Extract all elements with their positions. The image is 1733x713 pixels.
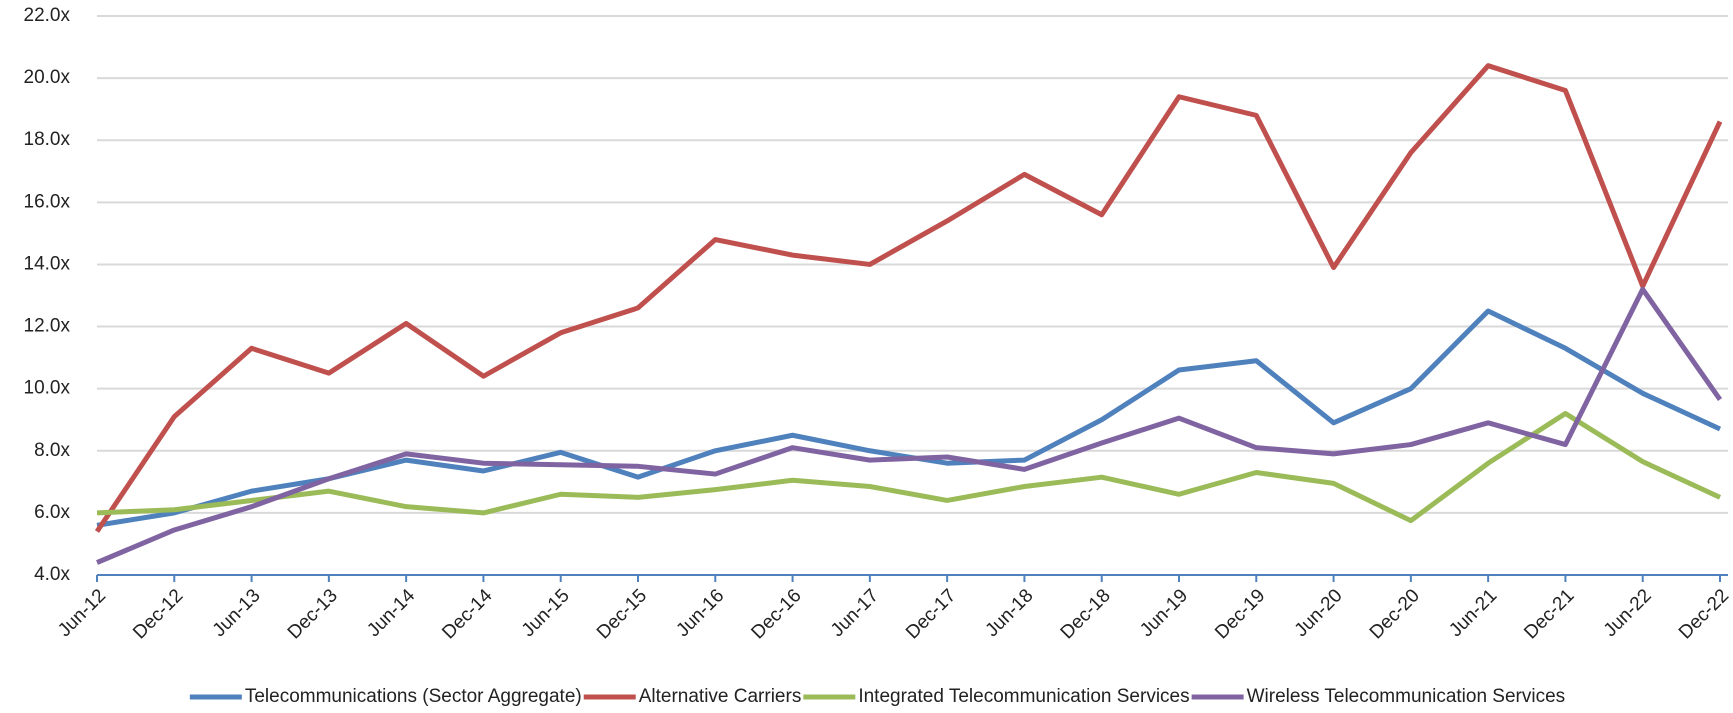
x-tick-label: Dec-14: [438, 585, 496, 643]
legend-label: Telecommunications (Sector Aggregate): [245, 686, 582, 707]
x-tick-label: Dec-19: [1211, 585, 1269, 643]
y-tick-label: 8.0x: [34, 440, 70, 461]
x-tick-label: Jun-19: [1136, 585, 1192, 641]
series-line: [94, 63, 1723, 533]
legend-label: Wireless Telecommunication Services: [1247, 686, 1566, 707]
series-line: [96, 286, 1723, 565]
y-tick-label: 4.0x: [34, 564, 70, 585]
x-tick-label: Jun-12: [54, 585, 110, 641]
x-tick-label: Dec-18: [1057, 585, 1115, 643]
x-tick-label: Jun-20: [1291, 585, 1347, 641]
y-tick-label: 10.0x: [24, 378, 71, 399]
x-tick-label: Dec-21: [1520, 585, 1578, 643]
y-tick-label: 18.0x: [24, 129, 71, 150]
x-tick-label: Jun-16: [672, 585, 728, 641]
x-tick-label: Jun-13: [209, 585, 265, 641]
x-tick-label: Dec-13: [284, 585, 342, 643]
x-tick-label: Jun-21: [1445, 585, 1501, 641]
x-tick-label: Dec-15: [593, 585, 651, 643]
y-tick-label: 22.0x: [24, 5, 71, 26]
x-tick-label: Dec-22: [1675, 585, 1733, 643]
y-tick-label: 16.0x: [24, 191, 71, 212]
x-tick-label: Dec-20: [1366, 585, 1424, 643]
legend: Telecommunications (Sector Aggregate) Alt…: [189, 686, 1566, 707]
y-tick-label: 12.0x: [24, 316, 71, 337]
x-tick-label: Jun-22: [1600, 585, 1656, 641]
x-tick-label: Dec-16: [747, 585, 805, 643]
y-tick-label: 20.0x: [24, 67, 71, 88]
y-tick-label: 6.0x: [34, 502, 70, 523]
x-tick-label: Dec-17: [902, 585, 960, 643]
x-tick-label: Jun-15: [518, 585, 574, 641]
legend-label: Alternative Carriers: [639, 686, 802, 707]
x-tick-label: Jun-14: [363, 585, 419, 641]
x-tick-label: Dec-12: [129, 585, 187, 643]
x-tick-label: Jun-17: [827, 585, 883, 641]
y-tick-label: 14.0x: [24, 253, 71, 274]
series-line: [96, 411, 1722, 524]
legend-label: Integrated Telecommunication Services: [858, 686, 1189, 707]
x-tick-label: Jun-18: [982, 585, 1038, 641]
